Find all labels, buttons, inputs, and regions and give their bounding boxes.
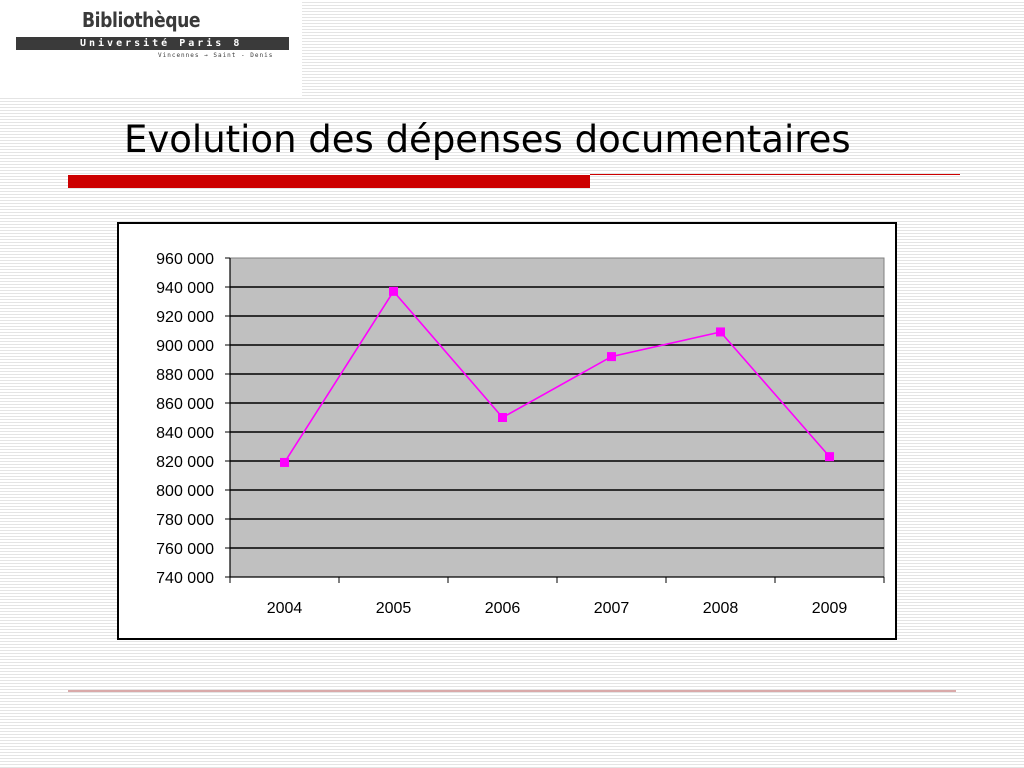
x-tick-label: 2009: [812, 600, 848, 617]
y-tick-label: 760 000: [156, 541, 214, 558]
x-tick-label: 2008: [703, 600, 739, 617]
y-tick-label: 900 000: [156, 338, 214, 355]
data-point: [607, 352, 616, 362]
y-tick-label: 920 000: [156, 309, 214, 326]
x-tick-label: 2007: [594, 600, 630, 617]
data-point: [716, 327, 725, 337]
chart-frame: 740 000 760 000 780 000 800 000 820 000 840 0…: [117, 222, 897, 640]
logo-location: Vincennes → Saint - Denis: [158, 52, 274, 59]
data-point: [825, 452, 834, 462]
logo-name: Bibliothèque: [82, 8, 201, 32]
y-tick-label: 960 000: [156, 251, 214, 268]
x-tick-label: 2004: [267, 600, 303, 617]
x-tick-label: 2006: [485, 600, 521, 617]
footer-divider: [68, 690, 956, 692]
title-underline-thin: [590, 174, 960, 175]
data-point: [280, 457, 289, 467]
y-tick-label: 800 000: [156, 483, 214, 500]
y-tick-label: 880 000: [156, 367, 214, 384]
title-underline-thick: [68, 175, 590, 188]
data-point: [498, 413, 507, 422]
data-point: [389, 286, 398, 296]
y-tick-label: 780 000: [156, 512, 214, 529]
y-tick-label: 860 000: [156, 396, 214, 413]
y-tick-label: 940 000: [156, 280, 214, 297]
logo-university-bar: Université Paris 8: [16, 37, 289, 50]
plot-area: [229, 257, 885, 578]
y-tick-label: 820 000: [156, 454, 214, 471]
series-line: [283, 290, 831, 463]
x-tick-label: 2005: [376, 600, 412, 617]
y-tick-label: 740 000: [156, 570, 214, 587]
logo: Bibliothèque Université Paris 8 Vincenne…: [0, 0, 302, 96]
y-tick-label: 840 000: [156, 425, 214, 442]
slide-title: Evolution des dépenses documentaires: [124, 118, 851, 161]
line-chart: 740 000 760 000 780 000 800 000 820 000 840 0…: [156, 251, 885, 617]
